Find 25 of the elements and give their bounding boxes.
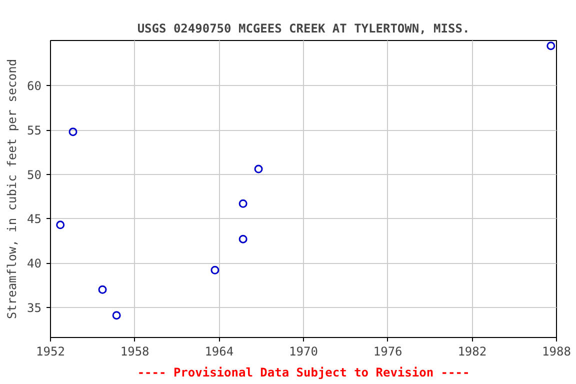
x-tick-label: 1988 [542,344,571,358]
point [546,42,556,50]
text: ---- Provisional Data Subject to Revision ---- [137,366,470,380]
y-axis-title: Streamflow, in cubic feet per second [5,58,20,320]
point [238,199,248,208]
x-tick-label: 1952 [36,344,65,358]
point [238,234,248,244]
y-tick-label: 40 [27,256,42,271]
point [68,128,78,136]
point [56,220,65,230]
y-tick-label: 55 [27,124,42,138]
point [112,311,121,320]
point [98,285,107,294]
y-tick-label: 60 [27,79,42,94]
y-tick-label: 50 [27,168,42,182]
x-tick-label: 1982 [458,344,487,358]
point [210,266,220,274]
x-tick-label: 1976 [373,344,402,358]
x-tick-label: 1970 [289,344,318,358]
x-tick-label: 1964 [204,344,234,358]
y-tick-label: 45 [27,212,42,226]
y-tick-label: 35 [27,300,42,315]
x-tick-label: 1958 [120,344,150,358]
point [254,164,263,174]
chart-title: USGS 02490750 MCGEES CREEK AT TYLERTOWN, MISS. [137,22,470,36]
